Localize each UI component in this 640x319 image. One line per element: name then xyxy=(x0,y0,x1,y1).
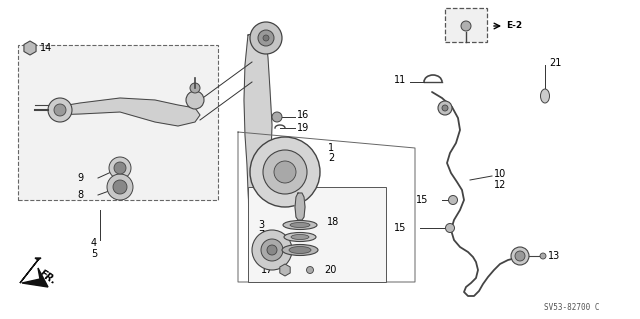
Circle shape xyxy=(258,30,274,46)
Text: 12: 12 xyxy=(494,180,506,190)
Circle shape xyxy=(511,247,529,265)
Text: 6: 6 xyxy=(258,243,264,253)
Circle shape xyxy=(449,196,458,204)
Text: 17: 17 xyxy=(260,265,273,275)
Ellipse shape xyxy=(290,222,310,227)
Ellipse shape xyxy=(291,234,309,240)
Text: 1: 1 xyxy=(328,143,334,153)
Text: 21: 21 xyxy=(549,58,561,68)
Text: 19: 19 xyxy=(297,123,309,133)
Circle shape xyxy=(113,180,127,194)
FancyBboxPatch shape xyxy=(18,45,218,200)
Text: 7: 7 xyxy=(258,230,264,240)
Circle shape xyxy=(54,104,66,116)
Polygon shape xyxy=(22,268,48,287)
Text: 15: 15 xyxy=(415,195,428,205)
Circle shape xyxy=(267,245,277,255)
Text: 4: 4 xyxy=(91,238,97,248)
Text: 20: 20 xyxy=(324,265,337,275)
Polygon shape xyxy=(244,30,272,250)
Ellipse shape xyxy=(284,233,316,241)
Circle shape xyxy=(307,266,314,273)
Circle shape xyxy=(48,98,72,122)
Circle shape xyxy=(272,112,282,122)
FancyBboxPatch shape xyxy=(445,8,487,42)
Text: 9: 9 xyxy=(78,173,84,183)
Polygon shape xyxy=(20,258,41,283)
Circle shape xyxy=(540,253,546,259)
Circle shape xyxy=(250,137,320,207)
Circle shape xyxy=(252,230,292,270)
Ellipse shape xyxy=(541,89,550,103)
Circle shape xyxy=(107,174,133,200)
Ellipse shape xyxy=(289,247,311,254)
Text: 16: 16 xyxy=(297,110,309,120)
Text: 2: 2 xyxy=(328,153,334,163)
Text: 13: 13 xyxy=(548,251,560,261)
Circle shape xyxy=(263,35,269,41)
Text: 15: 15 xyxy=(394,223,406,233)
Circle shape xyxy=(250,22,282,54)
Text: 14: 14 xyxy=(40,43,52,53)
Text: 11: 11 xyxy=(394,75,406,85)
Ellipse shape xyxy=(283,220,317,229)
Ellipse shape xyxy=(282,244,318,256)
Text: E-2: E-2 xyxy=(506,21,522,31)
FancyBboxPatch shape xyxy=(248,187,386,282)
Circle shape xyxy=(109,157,131,179)
Circle shape xyxy=(261,239,283,261)
Text: 5: 5 xyxy=(91,249,97,259)
Circle shape xyxy=(186,91,204,109)
Circle shape xyxy=(114,162,126,174)
Circle shape xyxy=(190,83,200,93)
Text: 8: 8 xyxy=(78,190,84,200)
Polygon shape xyxy=(295,193,305,220)
Circle shape xyxy=(438,101,452,115)
Polygon shape xyxy=(50,98,200,126)
Text: 10: 10 xyxy=(494,169,506,179)
Text: 18: 18 xyxy=(327,217,339,227)
Text: SV53-82700 C: SV53-82700 C xyxy=(544,303,600,313)
Text: FR.: FR. xyxy=(38,268,58,286)
Circle shape xyxy=(461,21,471,31)
Circle shape xyxy=(274,161,296,183)
Text: 3: 3 xyxy=(258,220,264,230)
Circle shape xyxy=(515,251,525,261)
Circle shape xyxy=(442,105,448,111)
Circle shape xyxy=(445,224,454,233)
Circle shape xyxy=(263,150,307,194)
